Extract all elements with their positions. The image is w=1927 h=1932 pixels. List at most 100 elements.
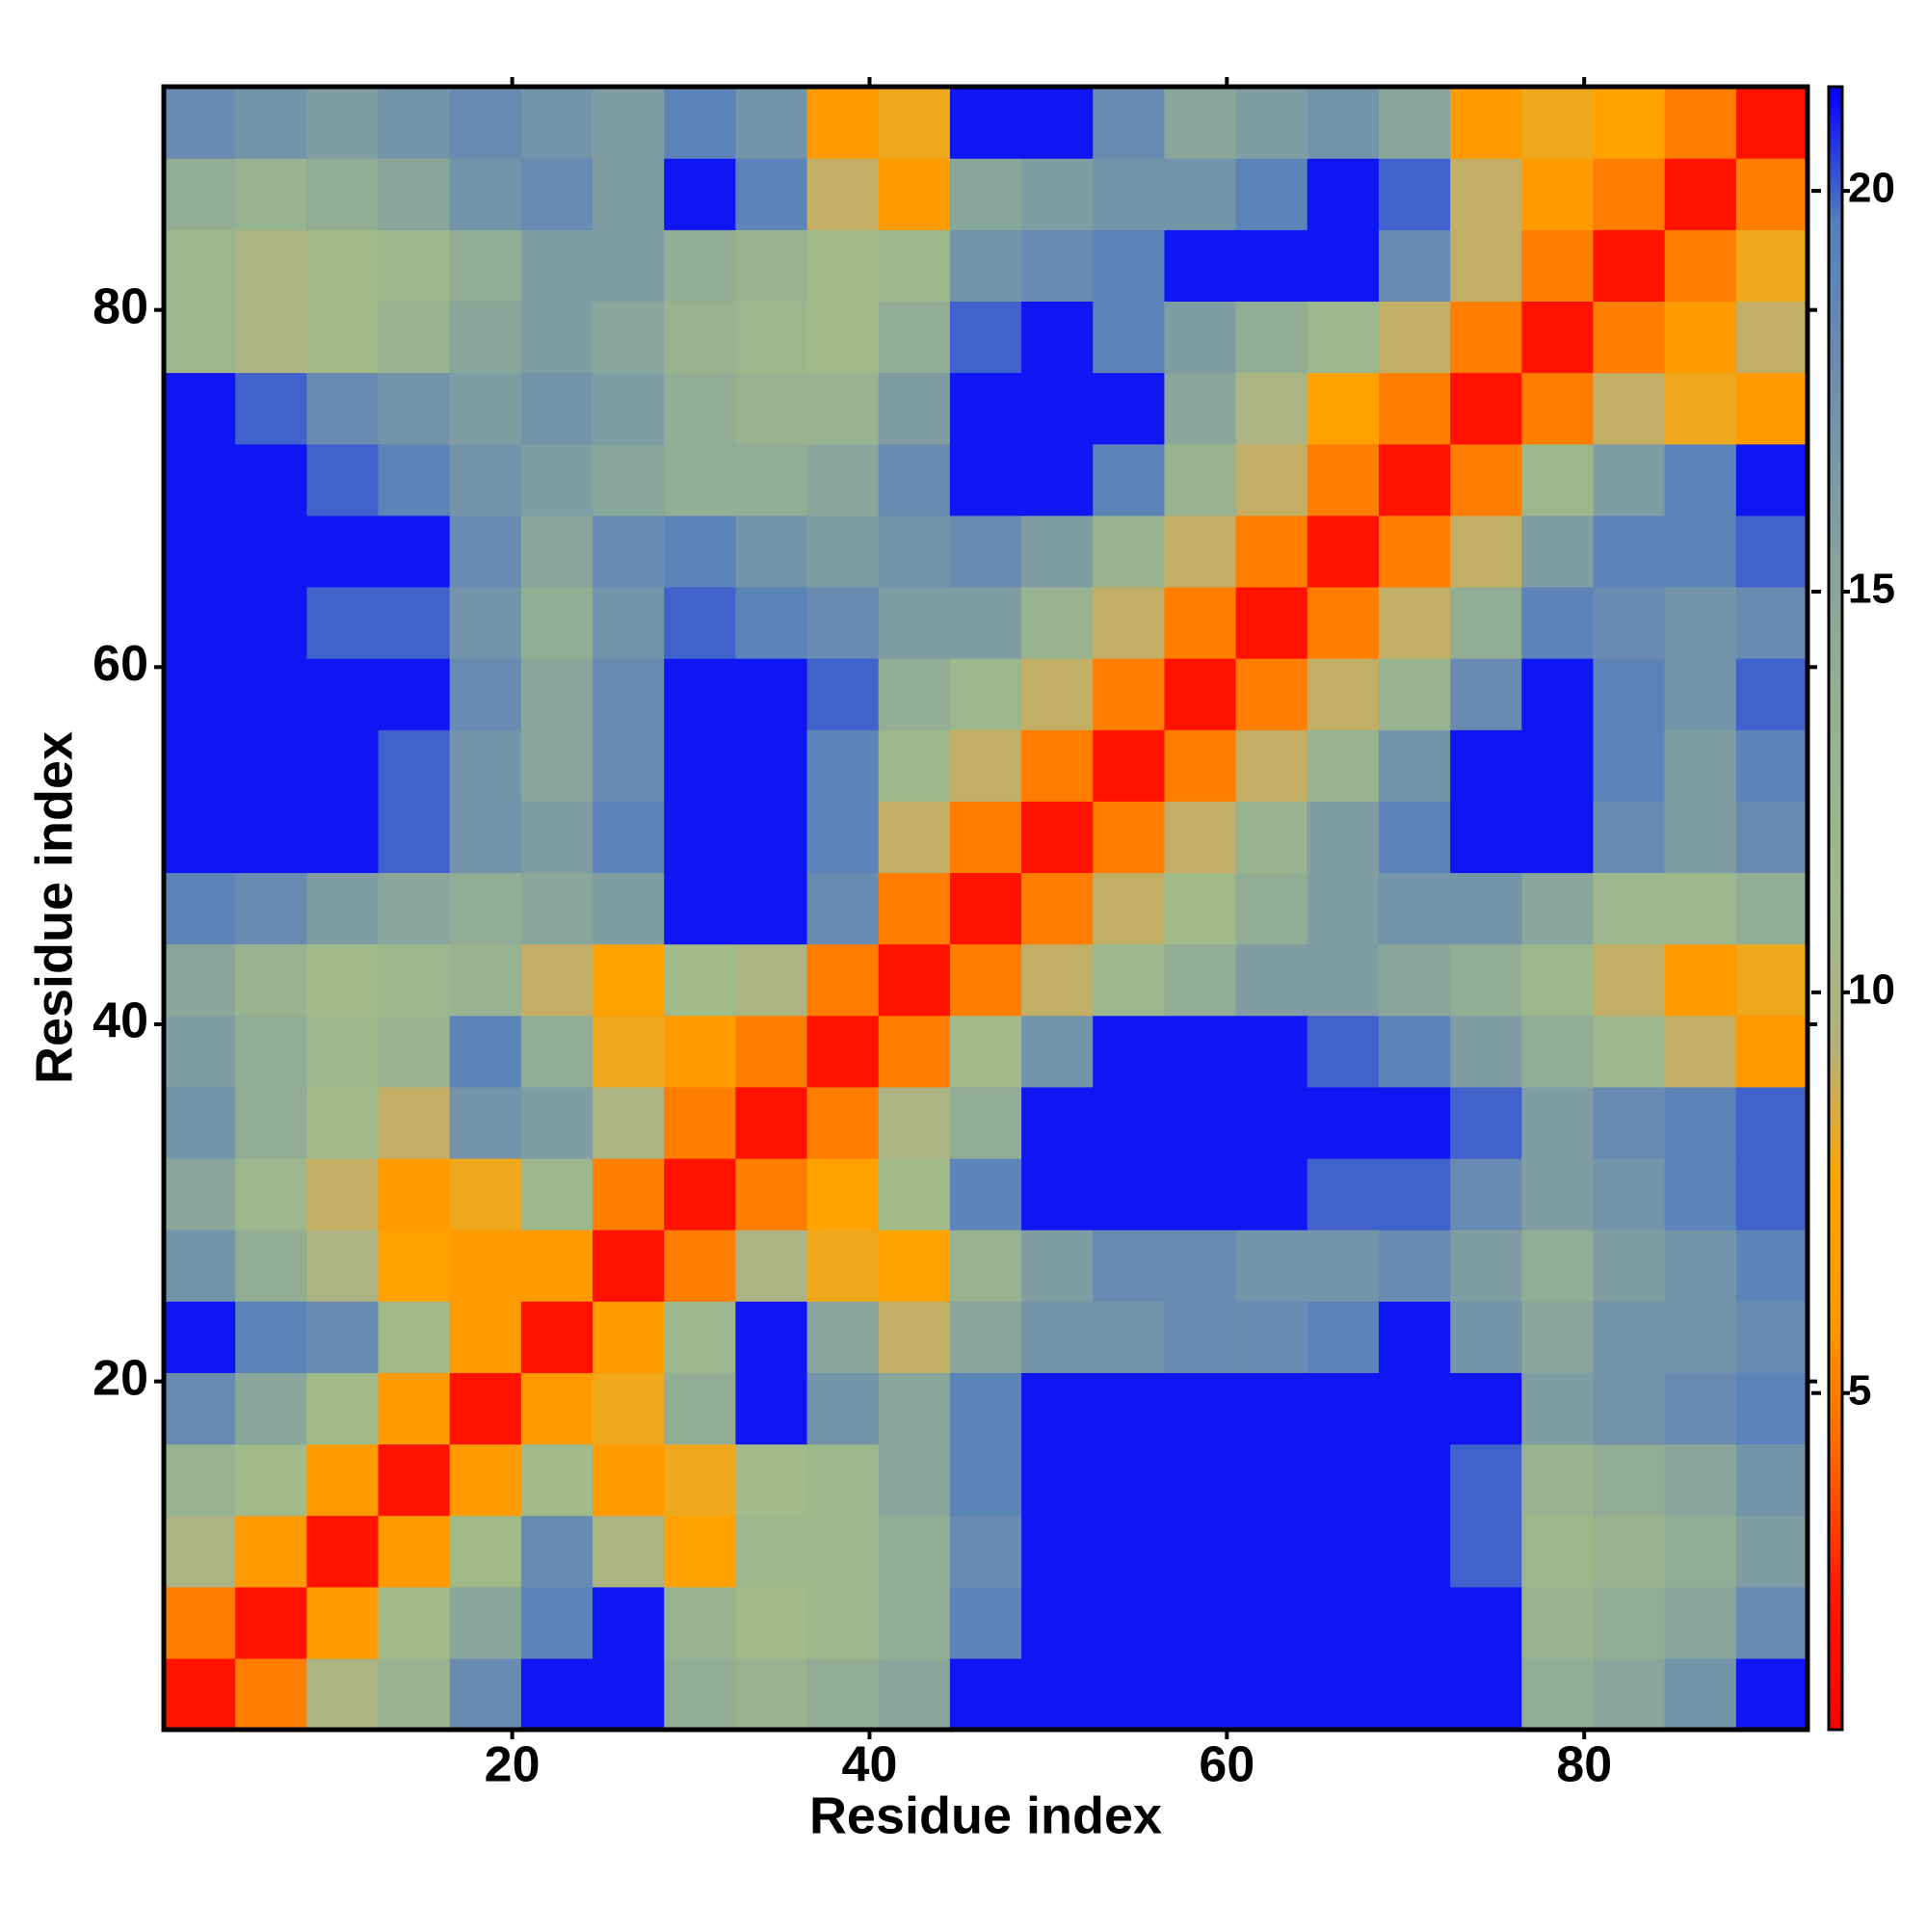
heatmap-cell bbox=[1093, 301, 1166, 374]
heatmap-cell bbox=[664, 943, 736, 1017]
heatmap-cell bbox=[1093, 372, 1166, 445]
heatmap-cell bbox=[378, 1515, 451, 1588]
y-tick-label: 40 bbox=[92, 993, 148, 1049]
heatmap-cell bbox=[1521, 1230, 1595, 1302]
heatmap-cell bbox=[1593, 658, 1666, 730]
heatmap-cell bbox=[449, 1301, 522, 1373]
heatmap-cell bbox=[1093, 229, 1166, 302]
heatmap-cell bbox=[306, 1657, 380, 1731]
heatmap-cell bbox=[1664, 1301, 1737, 1373]
heatmap-cell bbox=[1593, 372, 1666, 445]
heatmap-cell bbox=[1307, 1157, 1380, 1231]
heatmap-cell bbox=[164, 1086, 236, 1159]
heatmap-cell bbox=[1021, 301, 1094, 374]
heatmap-cell bbox=[1093, 1657, 1166, 1731]
heatmap-cell bbox=[449, 1586, 522, 1659]
heatmap-cell bbox=[235, 1657, 307, 1731]
heatmap-cell bbox=[1307, 372, 1380, 445]
heatmap-cell bbox=[378, 1443, 451, 1517]
heatmap-cell bbox=[664, 801, 736, 874]
heatmap-cell bbox=[806, 443, 880, 516]
heatmap-cell bbox=[306, 1515, 380, 1588]
heatmap-cell bbox=[378, 1230, 451, 1302]
heatmap-cell bbox=[1093, 443, 1166, 516]
heatmap-cell bbox=[1664, 515, 1737, 588]
heatmap-cell bbox=[235, 87, 307, 159]
heatmap-cell bbox=[1235, 1015, 1308, 1088]
heatmap-cell bbox=[1450, 1443, 1522, 1517]
heatmap-cell bbox=[164, 443, 236, 516]
heatmap-cell bbox=[235, 229, 307, 302]
heatmap-cell bbox=[1735, 586, 1808, 659]
heatmap-cell bbox=[593, 1015, 665, 1088]
heatmap-cell bbox=[1664, 1372, 1737, 1445]
heatmap-cell bbox=[1021, 1086, 1094, 1159]
heatmap-cell bbox=[1021, 372, 1094, 445]
heatmap-cell bbox=[1093, 515, 1166, 588]
heatmap-cell bbox=[235, 1015, 307, 1088]
heatmap-cell bbox=[593, 1657, 665, 1731]
heatmap-cell bbox=[1378, 443, 1451, 516]
heatmap-cell bbox=[949, 1230, 1022, 1302]
heatmap-cell bbox=[1378, 729, 1451, 802]
heatmap-cell bbox=[1164, 586, 1237, 659]
heatmap-cell bbox=[164, 943, 236, 1017]
heatmap-cell bbox=[1378, 1372, 1451, 1445]
heatmap-cell bbox=[735, 515, 808, 588]
heatmap-cell bbox=[878, 87, 951, 159]
heatmap-cell bbox=[520, 1086, 594, 1159]
heatmap-cell bbox=[1164, 87, 1237, 159]
heatmap-cell bbox=[806, 1586, 880, 1659]
heatmap-cell bbox=[806, 1086, 880, 1159]
heatmap-cell bbox=[1450, 515, 1522, 588]
heatmap-cell bbox=[520, 87, 594, 159]
heatmap-cell bbox=[1664, 872, 1737, 945]
heatmap-cell bbox=[1735, 1230, 1808, 1302]
heatmap-cell bbox=[306, 1301, 380, 1373]
heatmap-cell bbox=[1093, 658, 1166, 730]
heatmap-cell bbox=[1164, 1372, 1237, 1445]
heatmap-cell bbox=[1235, 87, 1308, 159]
heatmap-cell bbox=[1235, 1586, 1308, 1659]
heatmap-cell bbox=[1664, 586, 1737, 659]
heatmap-cell bbox=[1735, 372, 1808, 445]
heatmap-cell bbox=[306, 729, 380, 802]
heatmap-cell bbox=[1664, 729, 1737, 802]
colorbar-tick-label: 20 bbox=[1848, 165, 1895, 212]
heatmap-cell bbox=[449, 801, 522, 874]
heatmap-cell bbox=[735, 1657, 808, 1731]
y-tick-label: 20 bbox=[92, 1350, 148, 1406]
heatmap-cell bbox=[878, 301, 951, 374]
heatmap-cell bbox=[1021, 515, 1094, 588]
heatmap-cell bbox=[520, 301, 594, 374]
heatmap-cell bbox=[1521, 1586, 1595, 1659]
heatmap-cell bbox=[1235, 301, 1308, 374]
heatmap-cell bbox=[949, 1015, 1022, 1088]
heatmap-cell bbox=[806, 1157, 880, 1231]
heatmap-cell bbox=[1235, 443, 1308, 516]
heatmap-cell bbox=[593, 1443, 665, 1517]
heatmap-cell bbox=[949, 1157, 1022, 1231]
heatmap-cell bbox=[1307, 1657, 1380, 1731]
heatmap-cell bbox=[449, 301, 522, 374]
heatmap-cell bbox=[306, 872, 380, 945]
heatmap-cell bbox=[306, 1443, 380, 1517]
heatmap-cell bbox=[306, 801, 380, 874]
heatmap-cell bbox=[1164, 515, 1237, 588]
heatmap-cell bbox=[1235, 586, 1308, 659]
heatmap-cell bbox=[520, 1015, 594, 1088]
heatmap-cell bbox=[1450, 1015, 1522, 1088]
heatmap-cell bbox=[593, 729, 665, 802]
heatmap-cell bbox=[1164, 1086, 1237, 1159]
heatmap-cell bbox=[593, 658, 665, 730]
heatmap-cell bbox=[235, 1301, 307, 1373]
heatmap-cell bbox=[1593, 1230, 1666, 1302]
heatmap-cell bbox=[1664, 229, 1737, 302]
heatmap-cell bbox=[1664, 658, 1737, 730]
heatmap-cell bbox=[1021, 658, 1094, 730]
heatmap-cell bbox=[1521, 158, 1595, 230]
heatmap-cell bbox=[1235, 515, 1308, 588]
heatmap-cell bbox=[735, 87, 808, 159]
heatmap-cell bbox=[1164, 1230, 1237, 1302]
heatmap-cell bbox=[1735, 158, 1808, 230]
